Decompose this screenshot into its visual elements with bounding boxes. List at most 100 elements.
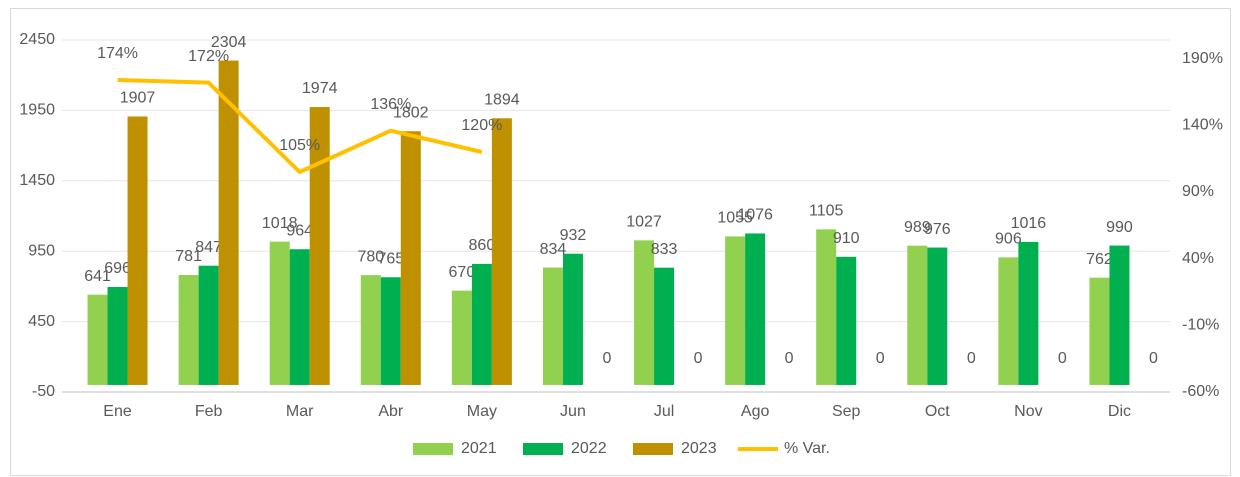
- y-tick-label: 2450: [19, 31, 55, 48]
- data-label: 1907: [120, 90, 156, 107]
- legend-swatch: [413, 443, 453, 455]
- x-tick-label: Jul: [654, 403, 674, 420]
- y2-tick-label: -60%: [1182, 383, 1219, 400]
- bar: [542, 267, 563, 385]
- data-label: 0: [785, 350, 794, 367]
- y2-tick-label: 190%: [1182, 50, 1223, 67]
- line-label: 136%: [370, 96, 411, 113]
- bar: [998, 257, 1019, 385]
- legend-label: 2021: [461, 440, 497, 457]
- x-tick-label: Oct: [925, 403, 950, 420]
- data-label: 1016: [1011, 215, 1047, 232]
- line-label: 172%: [188, 48, 229, 65]
- x-tick-label: Mar: [286, 403, 314, 420]
- y-tick-label: -50: [32, 383, 55, 400]
- data-label: 976: [924, 221, 951, 238]
- y-tick-label: 1450: [19, 172, 55, 189]
- y2-tick-label: 40%: [1182, 250, 1214, 267]
- data-label: 1105: [809, 203, 844, 220]
- data-label: 0: [876, 350, 885, 367]
- data-label: 1894: [484, 92, 520, 109]
- data-label: 906: [995, 231, 1022, 248]
- bar: [178, 274, 199, 385]
- legend-swatch: [633, 443, 673, 455]
- bar: [1109, 245, 1130, 385]
- data-label: 0: [967, 350, 976, 367]
- bar: [218, 60, 239, 385]
- y2-tick-label: 90%: [1182, 183, 1214, 200]
- bar: [87, 294, 108, 385]
- x-tick-label: Sep: [832, 403, 861, 420]
- line-label: 120%: [461, 117, 502, 134]
- data-label: 0: [1149, 350, 1158, 367]
- bar: [725, 236, 746, 385]
- bar: [836, 256, 857, 385]
- data-label: 2304: [211, 34, 247, 51]
- y-tick-label: 450: [28, 313, 55, 330]
- data-label: 860: [469, 237, 496, 254]
- data-label: 1802: [393, 104, 429, 121]
- x-tick-label: Nov: [1014, 403, 1042, 420]
- bar: [471, 263, 492, 385]
- data-label: 780: [357, 248, 384, 265]
- legend-label: 2022: [571, 440, 607, 457]
- data-label: 0: [694, 350, 703, 367]
- legend-label: % Var.: [784, 440, 830, 457]
- data-label: 910: [833, 230, 860, 247]
- data-label: 1076: [737, 207, 773, 224]
- bar: [269, 241, 290, 385]
- bar: [927, 247, 948, 385]
- bar: [198, 265, 219, 385]
- bar: [107, 286, 128, 385]
- x-tick-label: Feb: [195, 403, 223, 420]
- data-label: 696: [104, 260, 131, 277]
- data-label: 932: [560, 227, 587, 244]
- y2-tick-label: 140%: [1182, 117, 1223, 134]
- x-tick-label: Abr: [378, 403, 404, 420]
- bar: [907, 245, 928, 385]
- bar: [400, 131, 421, 385]
- bar: [634, 240, 655, 385]
- x-tick-label: Jun: [560, 403, 586, 420]
- bar: [1018, 241, 1039, 385]
- chart-frame: [10, 8, 1231, 476]
- legend-swatch: [523, 443, 563, 455]
- data-label: 989: [904, 219, 931, 236]
- legend-label: 2023: [681, 440, 717, 457]
- bar: [289, 249, 310, 385]
- line-label: 105%: [279, 137, 320, 154]
- bar: [309, 107, 330, 385]
- x-tick-label: May: [467, 403, 497, 420]
- data-label: 1974: [302, 80, 338, 97]
- data-label: 765: [377, 250, 404, 267]
- bar: [127, 116, 148, 385]
- data-label: 834: [540, 241, 567, 258]
- bar: [491, 118, 512, 385]
- data-label: 964: [286, 222, 313, 239]
- bar: [562, 253, 583, 385]
- data-label: 833: [651, 241, 678, 258]
- bar: [380, 277, 401, 385]
- data-label: 990: [1106, 219, 1133, 236]
- data-label: 1018: [262, 215, 298, 232]
- bar: [745, 233, 766, 385]
- y2-tick-label: -10%: [1182, 317, 1219, 334]
- data-label: 641: [84, 268, 111, 285]
- data-label: 0: [1058, 350, 1067, 367]
- data-label: 781: [175, 248, 202, 265]
- bar: [451, 290, 472, 385]
- data-label: 670: [449, 264, 476, 281]
- bar: [816, 229, 837, 385]
- data-label: 847: [195, 239, 222, 256]
- data-label: 1055: [717, 210, 753, 227]
- data-label: 762: [1086, 251, 1113, 268]
- x-tick-label: Ene: [103, 403, 132, 420]
- line: [117, 78, 483, 174]
- y-tick-label: 950: [28, 242, 55, 259]
- data-label: 1027: [626, 214, 662, 231]
- x-tick-label: Dic: [1108, 403, 1131, 420]
- data-label: 0: [603, 350, 612, 367]
- y-tick-label: 1950: [19, 102, 55, 119]
- bar: [360, 275, 381, 385]
